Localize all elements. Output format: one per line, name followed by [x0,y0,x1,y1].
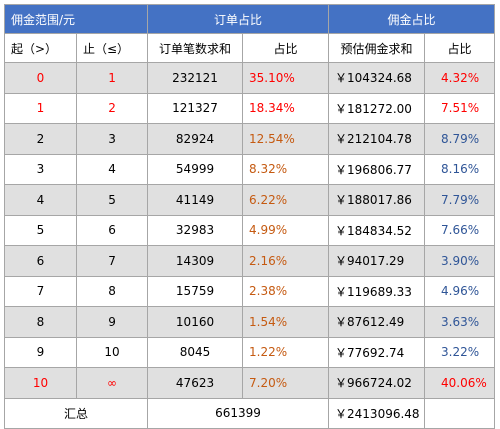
cell-commission-pct: 8.79% [424,123,496,155]
table-row: 2 3 82924 12.54% ￥212104.78 8.79% [4,123,496,155]
cell-to: 3 [75,123,149,155]
cell-commission-pct: 7.79% [424,184,496,216]
table-header-row: 佣金范围/元 订单占比 佣金占比 [3,4,496,34]
cell-from: 7 [4,275,77,307]
col-order-sum: 订单笔数求和 [147,33,244,63]
cell-commission-pct: 4.32% [424,62,496,94]
table-row: 6 7 14309 2.16% ￥94017.29 3.90% [4,245,496,277]
cell-orders: 15759 [147,275,244,307]
cell-commission: ￥104324.68 [328,62,426,94]
total-row: 汇总 661399 ￥2413096.48 [3,397,496,429]
cell-orders-pct: 4.99% [242,214,330,246]
cell-from: 10 [4,367,77,399]
cell-from: 8 [4,306,77,338]
commission-table-container: 佣金范围/元 订单占比 佣金占比 起（>） 止（≤） 订单笔数求和 占比 预估佣… [3,4,496,429]
cell-orders: 41149 [147,184,244,216]
cell-from: 2 [4,123,77,155]
cell-commission: ￥77692.74 [328,336,426,368]
cell-orders-pct: 35.10% [242,62,330,94]
table-row: 5 6 32983 4.99% ￥184834.52 7.66% [4,214,496,246]
cell-from: 6 [4,245,77,277]
table-row: 9 10 8045 1.22% ￥77692.74 3.22% [4,336,496,368]
cell-orders: 54999 [147,153,244,185]
col-commission-sum: 预估佣金求和 [328,33,426,63]
cell-from: 9 [4,336,77,368]
cell-orders-pct: 12.54% [242,123,330,155]
cell-orders: 14309 [147,245,244,277]
table-row: 7 8 15759 2.38% ￥119689.33 4.96% [4,275,496,307]
cell-commission: ￥181272.00 [328,92,426,124]
table-row: 0 1 232121 35.10% ￥104324.68 4.32% [4,62,496,94]
cell-commission-pct: 8.16% [424,153,496,185]
cell-to: 2 [75,92,149,124]
cell-from: 4 [4,184,77,216]
table-row: 1 2 121327 18.34% ￥181272.00 7.51% [4,92,496,124]
cell-commission: ￥184834.52 [328,214,426,246]
cell-orders: 10160 [147,306,244,338]
cell-commission-pct: 3.63% [424,306,496,338]
commission-table: 佣金范围/元 订单占比 佣金占比 起（>） 止（≤） 订单笔数求和 占比 预估佣… [3,4,496,429]
cell-orders: 232121 [147,62,244,94]
cell-commission: ￥212104.78 [328,123,426,155]
cell-commission-pct: 4.96% [424,275,496,307]
cell-to: 4 [75,153,149,185]
col-order-pct: 占比 [242,33,330,63]
total-label: 汇总 [3,397,149,429]
cell-to: 10 [75,336,149,368]
cell-orders-pct: 7.20% [242,367,330,399]
table-subheader-row: 起（>） 止（≤） 订单笔数求和 占比 预估佣金求和 占比 [4,33,496,63]
col-from: 起（>） [4,33,77,63]
cell-orders-pct: 2.38% [242,275,330,307]
cell-to: 1 [75,62,149,94]
orders-title: 订单占比 [147,4,330,34]
cell-commission: ￥188017.86 [328,184,426,216]
col-to: 止（≤） [75,33,149,63]
cell-orders-pct: 1.54% [242,306,330,338]
table-row: 8 9 10160 1.54% ￥87612.49 3.63% [4,306,496,338]
cell-commission: ￥196806.77 [328,153,426,185]
cell-orders: 82924 [147,123,244,155]
cell-commission-pct: 40.06% [424,367,496,399]
cell-from: 5 [4,214,77,246]
table-row: 4 5 41149 6.22% ￥188017.86 7.79% [4,184,496,216]
col-commission-pct: 占比 [424,33,496,63]
table-row: 3 4 54999 8.32% ￥196806.77 8.16% [4,153,496,185]
cell-to: 8 [75,275,149,307]
total-commission: ￥2413096.48 [328,397,426,429]
cell-from: 1 [4,92,77,124]
cell-orders-pct: 1.22% [242,336,330,368]
cell-commission-pct: 7.66% [424,214,496,246]
cell-to: ∞ [75,367,149,399]
cell-orders: 47623 [147,367,244,399]
cell-orders: 32983 [147,214,244,246]
range-title: 佣金范围/元 [3,4,149,34]
cell-commission-pct: 3.22% [424,336,496,368]
total-commission-pct-empty [424,397,496,429]
cell-to: 7 [75,245,149,277]
cell-commission: ￥94017.29 [328,245,426,277]
cell-orders-pct: 2.16% [242,245,330,277]
cell-orders-pct: 18.34% [242,92,330,124]
cell-commission: ￥87612.49 [328,306,426,338]
cell-to: 6 [75,214,149,246]
cell-commission-pct: 3.90% [424,245,496,277]
total-orders: 661399 [147,397,330,429]
cell-orders: 121327 [147,92,244,124]
cell-to: 5 [75,184,149,216]
cell-orders-pct: 6.22% [242,184,330,216]
cell-to: 9 [75,306,149,338]
commission-title: 佣金占比 [328,4,496,34]
cell-commission-pct: 7.51% [424,92,496,124]
cell-orders-pct: 8.32% [242,153,330,185]
cell-orders: 8045 [147,336,244,368]
cell-from: 3 [4,153,77,185]
table-row: 10 ∞ 47623 7.20% ￥966724.02 40.06% [4,367,496,399]
cell-commission: ￥966724.02 [328,367,426,399]
cell-commission: ￥119689.33 [328,275,426,307]
cell-from: 0 [4,62,77,94]
